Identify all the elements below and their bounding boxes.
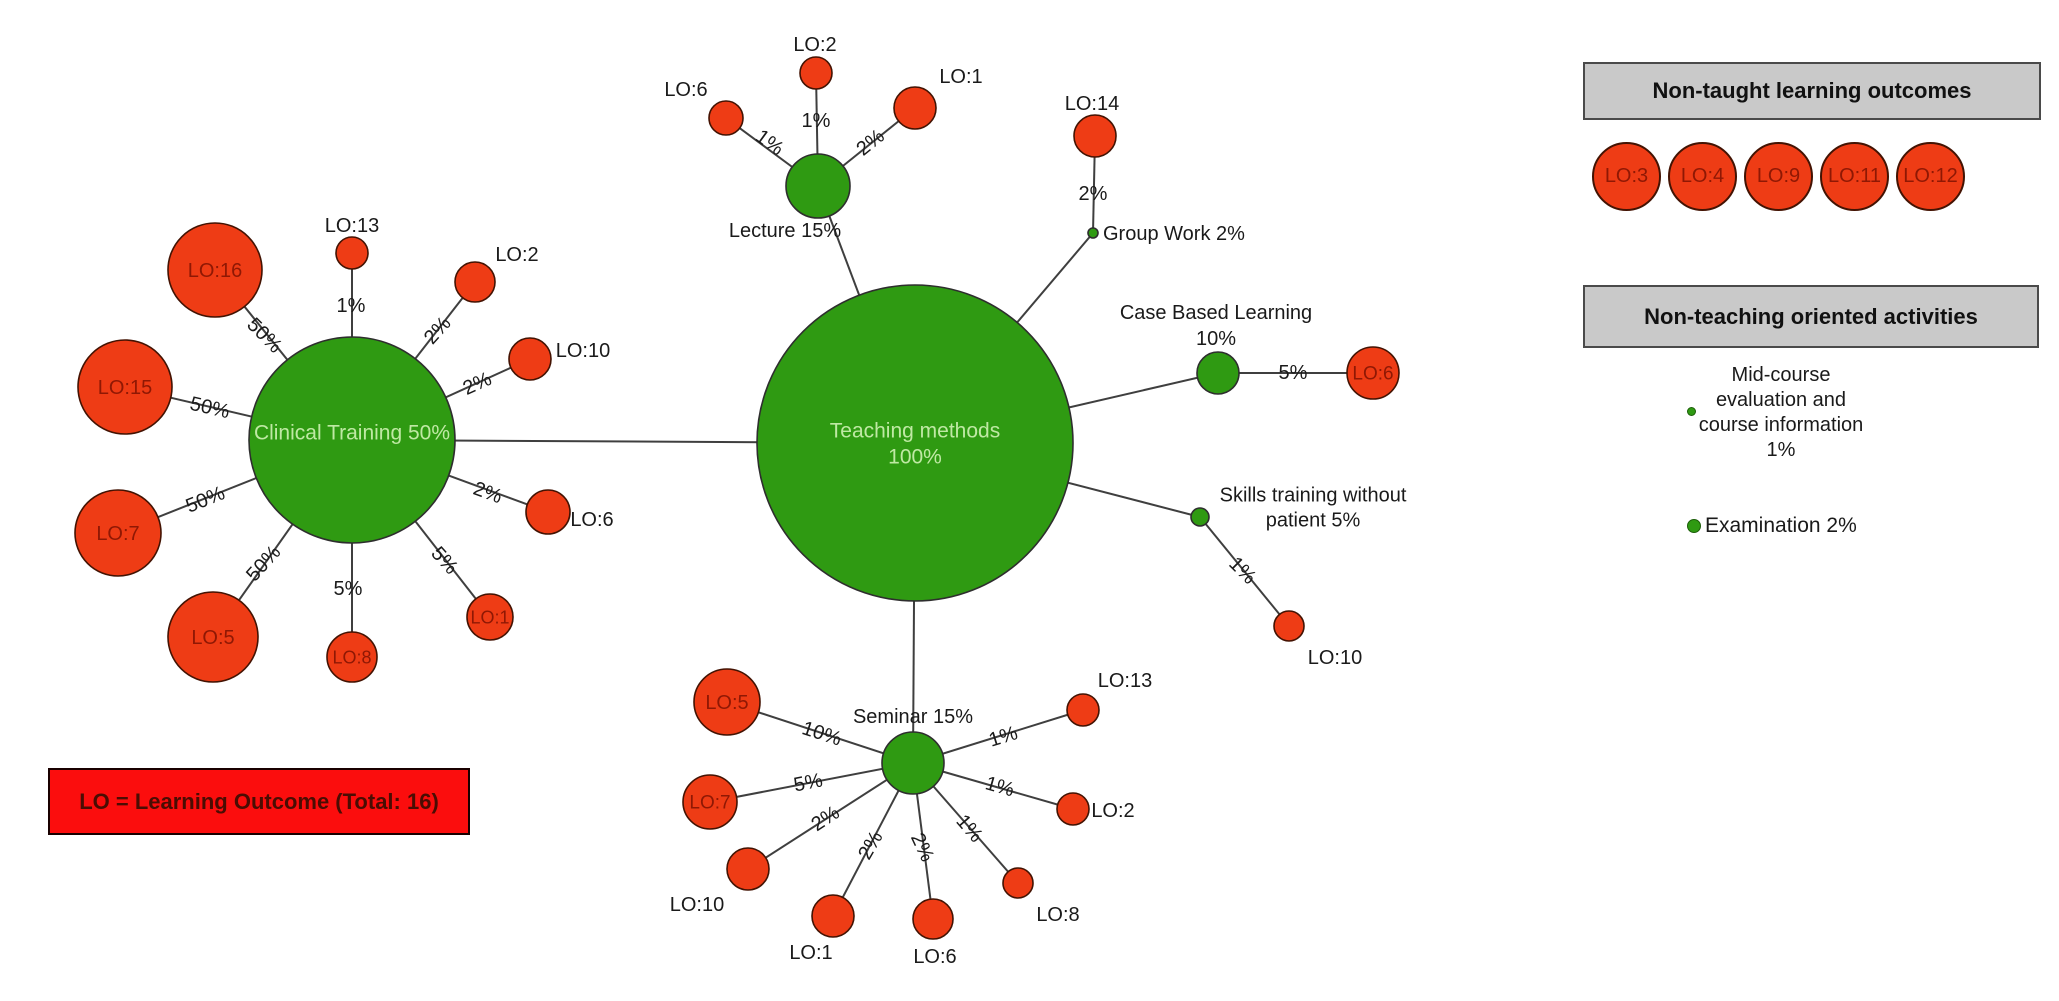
edge-label-seminar--lo10-seminar: 2% [807, 802, 843, 836]
edge-label-clinical-training--lo2-clinical: 2% [420, 312, 456, 348]
label-lo14-group-work: LO:14 [1065, 93, 1119, 115]
label-lo5-seminar: LO:5 [705, 692, 748, 714]
node-lo16-clinical [167, 222, 263, 318]
node-lo10-clinical [508, 337, 552, 381]
label-lo6-seminar: LO:6 [913, 946, 956, 968]
edge-label-seminar--lo1-seminar: 2% [854, 827, 888, 863]
node-lo13-clinical [335, 236, 369, 270]
node-lo1-seminar [811, 894, 855, 938]
node-lo6-clinical [525, 489, 571, 535]
edge-label-seminar--lo2-seminar: 1% [983, 772, 1017, 801]
node-lo15-clinical [77, 339, 173, 435]
label-lo1-seminar: LO:1 [789, 942, 832, 964]
node-teaching-methods [756, 284, 1074, 602]
edge-seminar--lo7-seminar [709, 762, 914, 803]
edge-label-clinical-training--lo13-clinical: 1% [337, 295, 366, 317]
label-lo1-lecture: LO:1 [939, 66, 982, 88]
label-lo6-case-based: LO:6 [1352, 364, 1393, 385]
label-lo16-clinical: LO:16 [188, 260, 242, 282]
edge-label-lecture--lo6-lecture: 1% [751, 125, 787, 160]
label-lo7-clinical: LO:7 [96, 523, 139, 545]
non-taught-outcomes-row: LO:3 LO:4 LO:9 LO:11 LO:12 [1592, 142, 1965, 211]
label-lo2-clinical: LO:2 [495, 244, 538, 266]
label-lo10-seminar: LO:10 [670, 894, 724, 916]
node-lo6-seminar [912, 898, 954, 940]
mid-course-dot [1687, 407, 1696, 416]
node-lo2-seminar [1056, 792, 1090, 826]
node-lo10-seminar [726, 847, 770, 891]
label-lo7-seminar: LO:7 [689, 793, 730, 814]
node-clinical-training [248, 336, 456, 544]
node-lo8-seminar [1002, 867, 1034, 899]
node-lo6-case-based [1346, 346, 1400, 400]
edge-label-seminar--lo6-seminar: 2% [906, 830, 938, 866]
label-group-work: Group Work 2% [1103, 223, 1245, 245]
label-seminar: Seminar 15% [853, 706, 973, 728]
edge-label-case-based-learning--lo6-case-based: 5% [1279, 362, 1308, 384]
label-lo10-clinical: LO:10 [556, 340, 610, 362]
label-lo5-clinical: LO:5 [191, 627, 234, 649]
node-lo5-seminar [693, 668, 761, 736]
label-lecture: Lecture 15% [729, 220, 842, 242]
non-teaching-legend-title: Non-teaching oriented activities [1583, 285, 2039, 348]
edge-skills-training-without-patient--lo10-skills [1199, 516, 1290, 627]
node-skills-training-without-patient [1190, 507, 1210, 527]
node-lo14-group-work [1073, 114, 1117, 158]
label-skills-training-without-patient: Skills training without patient 5% [1220, 485, 1407, 532]
mid-course-label: Mid-course evaluation and course informa… [1698, 364, 1864, 461]
label-lo13-seminar: LO:13 [1098, 670, 1152, 692]
edge-label-seminar--lo7-seminar: 5% [792, 769, 825, 796]
label-lo6-clinical: LO:6 [570, 509, 613, 531]
label-lo8-seminar: LO:8 [1036, 904, 1079, 926]
node-lo6-lecture [708, 100, 744, 136]
label-lo15-clinical: LO:15 [98, 377, 152, 399]
edge-seminar--lo10-seminar [747, 762, 914, 870]
edge-label-clinical-training--lo15-clinical: 50% [188, 393, 232, 423]
node-lo2-clinical [454, 261, 496, 303]
legend-outcome-lo-9: LO:9 [1744, 142, 1813, 211]
legend-outcome-lo-12: LO:12 [1896, 142, 1965, 211]
label-lo8-clinical: LO:8 [332, 647, 371, 667]
node-group-work [1087, 227, 1099, 239]
node-lo1-clinical [466, 593, 514, 641]
label-lo1-clinical: LO:1 [470, 607, 509, 627]
legend-outcome-lo-3: LO:3 [1592, 142, 1661, 211]
edge-label-clinical-training--lo5-clinical: 50% [242, 541, 285, 586]
label-teaching-methods: Teaching methods 100% [830, 419, 1000, 468]
label-case-based-learning: Case Based Learning 10% [1120, 302, 1312, 350]
examination-label: Examination 2% [1705, 514, 1857, 537]
label-lo6-lecture: LO:6 [664, 79, 707, 101]
legend-outcome-lo-11: LO:11 [1820, 142, 1889, 211]
node-lo7-clinical [74, 489, 162, 577]
non-taught-legend-title: Non-taught learning outcomes [1583, 62, 2041, 120]
label-lo10-skills: LO:10 [1308, 647, 1362, 669]
edge-label-seminar--lo5-seminar: 10% [799, 717, 844, 750]
node-lo7-seminar [682, 774, 738, 830]
edge-label-clinical-training--lo7-clinical: 50% [183, 482, 229, 517]
node-case-based-learning [1196, 351, 1240, 395]
edge-label-clinical-training--lo8-clinical: 5% [334, 578, 363, 600]
node-lo13-seminar [1066, 693, 1100, 727]
label-lo2-seminar: LO:2 [1091, 800, 1134, 822]
label-lo2-lecture: LO:2 [793, 34, 836, 56]
node-lo10-skills [1273, 610, 1305, 642]
edge-label-lo14-group-work--group-work: 2% [1079, 183, 1108, 205]
node-lo2-lecture [799, 56, 833, 90]
node-lecture [785, 153, 851, 219]
node-lo1-lecture [893, 86, 937, 130]
node-lo5-clinical [167, 591, 259, 683]
edge-label-clinical-training--lo6-clinical: 2% [470, 478, 505, 509]
node-seminar [881, 731, 945, 795]
label-clinical-training: Clinical Training 50% [254, 421, 450, 444]
legend-outcome-lo-4: LO:4 [1668, 142, 1737, 211]
edge-label-seminar--lo13-seminar: 1% [986, 722, 1020, 752]
node-lo8-clinical [326, 631, 378, 683]
edge-label-lecture--lo2-lecture: 1% [802, 110, 831, 132]
edge-label-clinical-training--lo10-clinical: 2% [460, 368, 496, 400]
lo-note-box: LO = Learning Outcome (Total: 16) [48, 768, 470, 835]
examination-dot [1687, 519, 1701, 533]
label-lo13-clinical: LO:13 [325, 215, 379, 237]
